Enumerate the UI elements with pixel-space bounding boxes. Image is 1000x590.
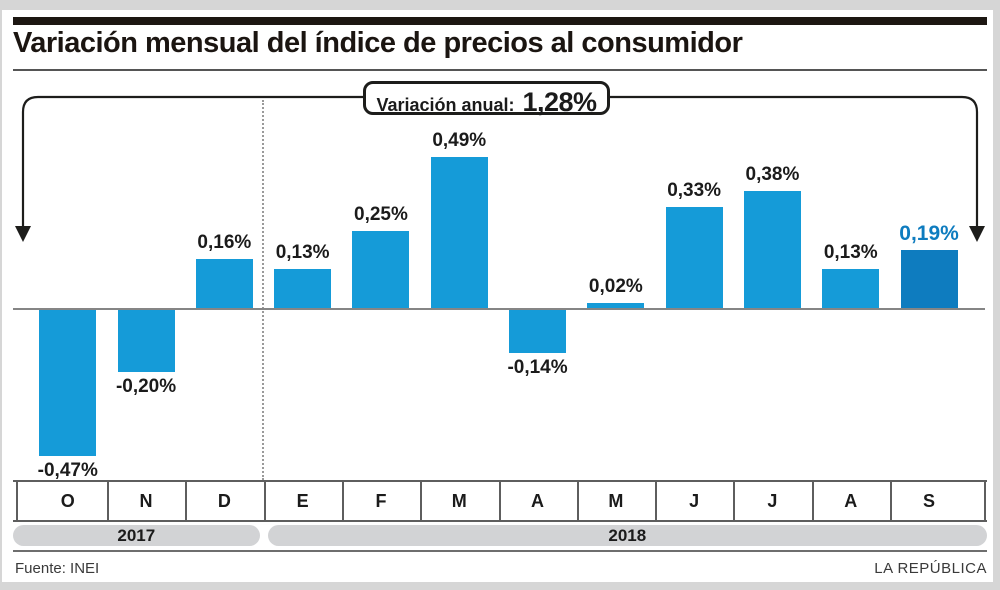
title-bottom-rule xyxy=(13,69,987,71)
bar-F-4 xyxy=(352,231,410,309)
month-label-N-1: N xyxy=(139,490,153,511)
bar-value-label-1: -0,20% xyxy=(115,376,177,397)
bar-value-label-11: 0,19% xyxy=(899,222,959,245)
bar-value-label-9: 0,38% xyxy=(745,164,800,185)
credit-text: LA REPÚBLICA xyxy=(874,560,987,577)
bar-A-6 xyxy=(509,310,567,353)
month-separator xyxy=(890,482,892,520)
footer-rule xyxy=(13,550,987,552)
month-separator xyxy=(655,482,658,520)
chart-title: Variación mensual del índice de precios … xyxy=(13,27,743,59)
month-label-E-3: E xyxy=(296,490,309,511)
month-label-A-10: A xyxy=(844,490,858,511)
bar-value-label-8: 0,33% xyxy=(667,180,722,201)
annual-variation-value: 1,28% xyxy=(522,87,598,117)
bar-J-8 xyxy=(665,207,723,309)
month-separator xyxy=(576,482,579,520)
zero-baseline xyxy=(13,308,985,310)
bar-value-label-3: 0,13% xyxy=(275,242,330,263)
bar-E-3 xyxy=(274,269,332,309)
year-band-2017: 2017 xyxy=(13,525,260,546)
month-label-S-11: S xyxy=(923,490,936,511)
bar-value-label-0: -0,47% xyxy=(37,460,98,481)
month-separator xyxy=(811,482,814,520)
bar-A-10 xyxy=(822,269,880,309)
month-separator xyxy=(16,482,18,520)
bar-value-label-7: 0,02% xyxy=(588,276,643,297)
month-label-F-4: F xyxy=(375,490,387,511)
annual-variation-box: Variación anual: 1,28% xyxy=(363,81,610,117)
month-separator xyxy=(420,482,423,520)
bar-value-label-5: 0,49% xyxy=(432,130,487,151)
month-separator xyxy=(263,482,266,520)
year-divider-dotted-line xyxy=(262,100,264,480)
month-separator xyxy=(984,482,986,520)
title-top-rule xyxy=(13,17,987,25)
bar-value-label-6: -0,14% xyxy=(507,357,568,378)
month-separator xyxy=(733,482,736,520)
month-label-M-5: M xyxy=(451,490,467,511)
month-separator xyxy=(185,482,188,520)
month-separator xyxy=(498,482,501,520)
bar-M-7 xyxy=(587,303,645,309)
month-label-D-2: D xyxy=(217,490,231,511)
month-label-J-8: J xyxy=(689,490,700,511)
annual-variation-label: Variación anual: xyxy=(376,95,515,115)
month-label-M-7: M xyxy=(608,490,624,511)
month-row-top-line xyxy=(13,480,987,482)
month-label-A-6: A xyxy=(531,490,545,511)
month-label-J-9: J xyxy=(767,490,778,511)
month-separator xyxy=(107,482,109,520)
month-label-O-0: O xyxy=(60,490,75,511)
month-row-bottom-line xyxy=(13,520,987,522)
bar-N-1 xyxy=(117,310,175,372)
bar-D-2 xyxy=(195,259,253,309)
source-text: Fuente: INEI xyxy=(15,560,100,577)
bar-M-5 xyxy=(430,157,488,309)
bar-value-label-4: 0,25% xyxy=(354,204,408,225)
year-band-2018: 2018 xyxy=(267,525,987,546)
month-separator xyxy=(341,482,344,520)
bar-value-label-10: 0,13% xyxy=(823,242,878,263)
bar-S-11 xyxy=(900,250,958,309)
bar-O-0 xyxy=(39,310,97,456)
bar-value-label-2: 0,16% xyxy=(197,232,252,253)
bar-J-9 xyxy=(743,191,801,309)
